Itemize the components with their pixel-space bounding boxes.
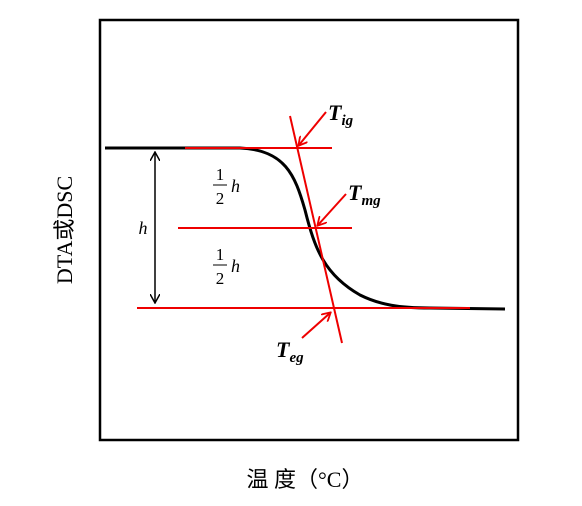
label-tig: Tig [328, 100, 354, 129]
symbol: T [276, 337, 291, 362]
subscript: eg [289, 350, 304, 366]
x-axis-label: 温 度（°C） [247, 467, 364, 492]
half-height-2: 1 2 h [213, 245, 240, 288]
symbol: T [328, 100, 343, 125]
y-axis-label: DTA或DSC [52, 176, 77, 284]
reference-lines [137, 111, 470, 344]
denominator: 2 [216, 269, 225, 288]
label-tmg: Tmg [348, 180, 381, 209]
height-label: h [139, 218, 148, 238]
denominator: 2 [216, 189, 225, 208]
arrow-tmg [318, 193, 347, 225]
label-teg: Teg [276, 337, 304, 366]
subscript: mg [361, 193, 381, 209]
tangent-line [289, 115, 343, 344]
arrow-teg [301, 313, 330, 339]
curve [105, 146, 506, 311]
subscript: ig [341, 113, 353, 129]
symbol: h [231, 256, 240, 276]
numerator: 1 [216, 245, 225, 264]
arrow-tig [299, 111, 327, 145]
symbol: h [231, 176, 240, 196]
numerator: 1 [216, 165, 225, 184]
half-height-1: 1 2 h [213, 165, 240, 208]
symbol: T [348, 180, 363, 205]
frame [98, 18, 520, 442]
